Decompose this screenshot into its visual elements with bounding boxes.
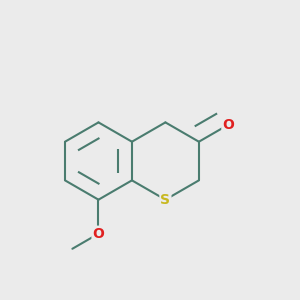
Text: O: O bbox=[92, 227, 104, 241]
Text: S: S bbox=[160, 193, 170, 207]
Text: O: O bbox=[222, 118, 234, 132]
